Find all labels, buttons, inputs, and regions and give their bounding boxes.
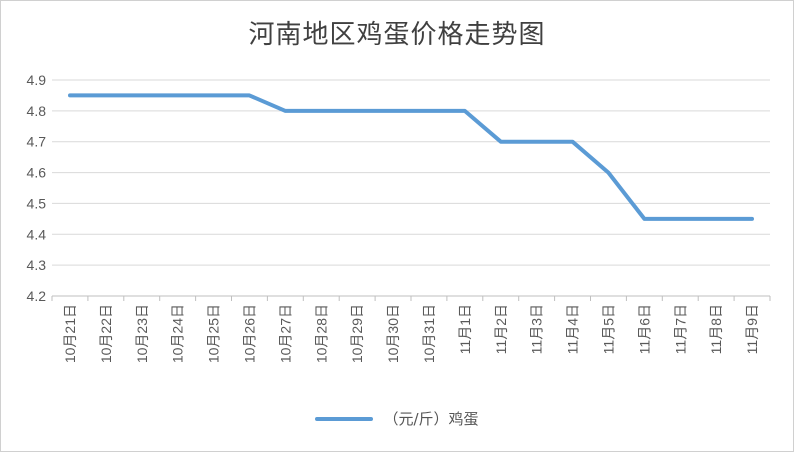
x-tick-label: 10月25日 <box>206 304 222 363</box>
y-tick-label: 4.2 <box>27 288 47 304</box>
chart-title: 河南地区鸡蛋价格走势图 <box>248 20 546 50</box>
axes <box>51 295 771 301</box>
x-tick-label: 11月5日 <box>600 304 616 354</box>
legend-swatch <box>315 416 374 421</box>
x-tick-label: 10月24日 <box>170 304 186 363</box>
x-tick-label: 10月27日 <box>277 304 293 363</box>
x-tick-label: 10月28日 <box>313 304 329 363</box>
x-tick-label: 11月1日 <box>457 304 473 354</box>
x-tick-label: 10月31日 <box>421 304 437 363</box>
x-tick-label: 11月3日 <box>529 304 545 354</box>
x-tick-label: 11月9日 <box>744 304 760 354</box>
x-tick-label: 11月6日 <box>636 304 652 354</box>
x-tick-label: 10月23日 <box>134 304 150 363</box>
x-tick-label: 10月26日 <box>241 304 257 363</box>
y-tick-label: 4.5 <box>27 195 47 211</box>
x-tick-label: 11月4日 <box>565 304 581 354</box>
series-line <box>68 93 754 221</box>
y-tick-label: 4.3 <box>27 257 47 273</box>
y-tick-label: 4.7 <box>27 134 47 150</box>
x-tick-label: 10月21日 <box>62 304 78 363</box>
y-tick-labels: 4.2 4.3 4.4 4.5 4.6 4.7 4.8 4.9 <box>27 72 47 304</box>
x-tick-label: 11月8日 <box>708 304 724 354</box>
x-tick-label: 10月29日 <box>349 304 365 363</box>
x-tick-label: 10月30日 <box>385 304 401 363</box>
x-tick-label: 11月2日 <box>493 304 509 354</box>
y-tick-label: 4.9 <box>27 72 47 88</box>
legend: （元/斤）鸡蛋 <box>0 408 794 429</box>
series-lines <box>68 93 754 221</box>
x-tick-label: 10月22日 <box>98 304 114 363</box>
x-tick-label: 11月7日 <box>672 304 688 354</box>
x-tick-labels: 10月21日 10月22日 10月23日 10月24日 10月25日 10月26日 10月2… <box>62 304 760 363</box>
y-tick-label: 4.8 <box>27 103 47 119</box>
y-tick-label: 4.6 <box>27 165 47 181</box>
gridlines <box>52 79 770 266</box>
legend-label: （元/斤）鸡蛋 <box>383 410 479 428</box>
y-tick-label: 4.4 <box>27 226 47 242</box>
